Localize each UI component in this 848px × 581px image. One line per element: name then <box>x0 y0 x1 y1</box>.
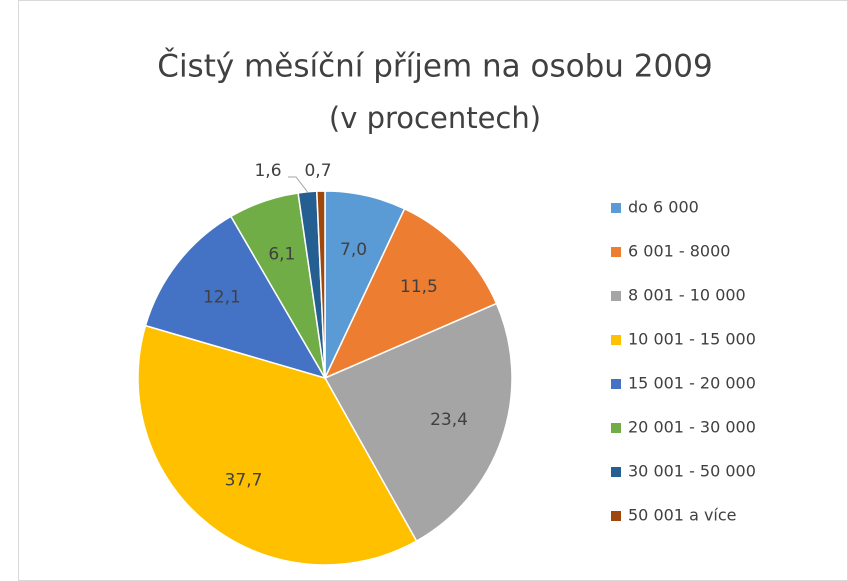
legend-label: 6 001 - 8000 <box>628 242 730 261</box>
legend-swatch <box>611 511 621 521</box>
legend-label: 10 001 - 15 000 <box>628 330 756 349</box>
data-label: 12,1 <box>203 287 241 307</box>
chart-subtitle: (v procentech) <box>329 101 541 135</box>
data-label: 11,5 <box>400 277 438 297</box>
data-label: 0,7 <box>304 161 331 181</box>
chart-title: Čistý měsíční příjem na osobu 2009 <box>157 48 712 85</box>
legend-swatch <box>611 291 621 301</box>
legend-swatch <box>611 335 621 345</box>
pie-slice <box>144 215 327 380</box>
pie-slice <box>323 302 513 543</box>
data-label: 6,1 <box>268 244 295 264</box>
legend-swatch <box>611 467 621 477</box>
legend-swatch <box>611 379 621 389</box>
legend-swatch <box>611 423 621 433</box>
data-label: 23,4 <box>430 410 468 430</box>
legend-label: 30 001 - 50 000 <box>628 462 756 481</box>
data-label: 7,0 <box>340 240 367 260</box>
legend-swatch <box>611 203 621 213</box>
pie-slice <box>316 190 326 379</box>
data-label: 37,7 <box>225 470 263 490</box>
legend-label: do 6 000 <box>628 198 699 217</box>
pie-slice <box>323 207 498 380</box>
leader-line <box>288 176 308 193</box>
legend-label: 50 001 a více <box>628 506 737 525</box>
legend-label: 8 001 - 10 000 <box>628 286 746 305</box>
legend-swatch <box>611 247 621 257</box>
legend-label: 20 001 - 30 000 <box>628 418 756 437</box>
pie-slice <box>137 324 418 566</box>
data-label: 1,6 <box>254 161 281 181</box>
legend-label: 15 001 - 20 000 <box>628 374 756 393</box>
